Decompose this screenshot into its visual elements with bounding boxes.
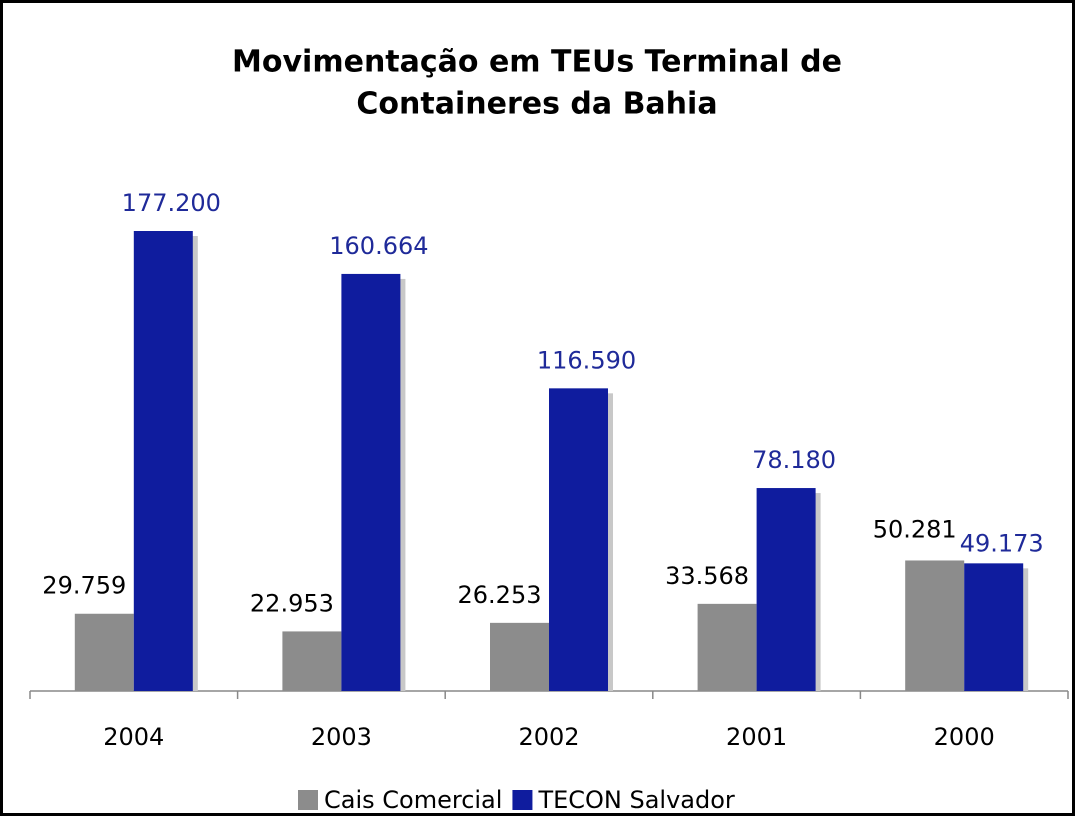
bar (490, 622, 549, 691)
data-label: 22.953 (250, 589, 334, 617)
bar (282, 631, 342, 691)
bar (133, 231, 193, 691)
data-label: 78.180 (752, 446, 836, 474)
bar (549, 388, 608, 691)
data-label: 160.664 (329, 232, 428, 260)
legend-swatch (298, 790, 318, 810)
bar (756, 488, 816, 691)
x-tick-label: 2003 (311, 723, 372, 751)
data-label: 29.759 (42, 572, 126, 600)
x-tick-label: 2002 (518, 723, 579, 751)
bar (341, 273, 401, 691)
x-tick-label: 2004 (103, 723, 164, 751)
bar (964, 563, 1024, 691)
data-label: 26.253 (458, 581, 542, 609)
data-label: 33.568 (665, 562, 749, 590)
x-tick-label: 2001 (726, 723, 787, 751)
chart-title: Movimentação em TEUs Terminal de (232, 45, 842, 80)
data-label: 177.200 (122, 189, 221, 217)
data-label: 49.173 (960, 529, 1044, 557)
x-tick-label: 2000 (934, 723, 995, 751)
bar (74, 613, 134, 691)
data-label: 50.281 (873, 515, 957, 543)
legend-label: TECON Salvador (537, 786, 734, 814)
bar (697, 603, 757, 691)
chart-title-line-2: Containeres da Bahia (356, 87, 717, 122)
data-label: 116.590 (537, 346, 636, 374)
legend-swatch (512, 790, 533, 810)
bar (905, 560, 965, 691)
legend-label: Cais Comercial (324, 786, 502, 814)
